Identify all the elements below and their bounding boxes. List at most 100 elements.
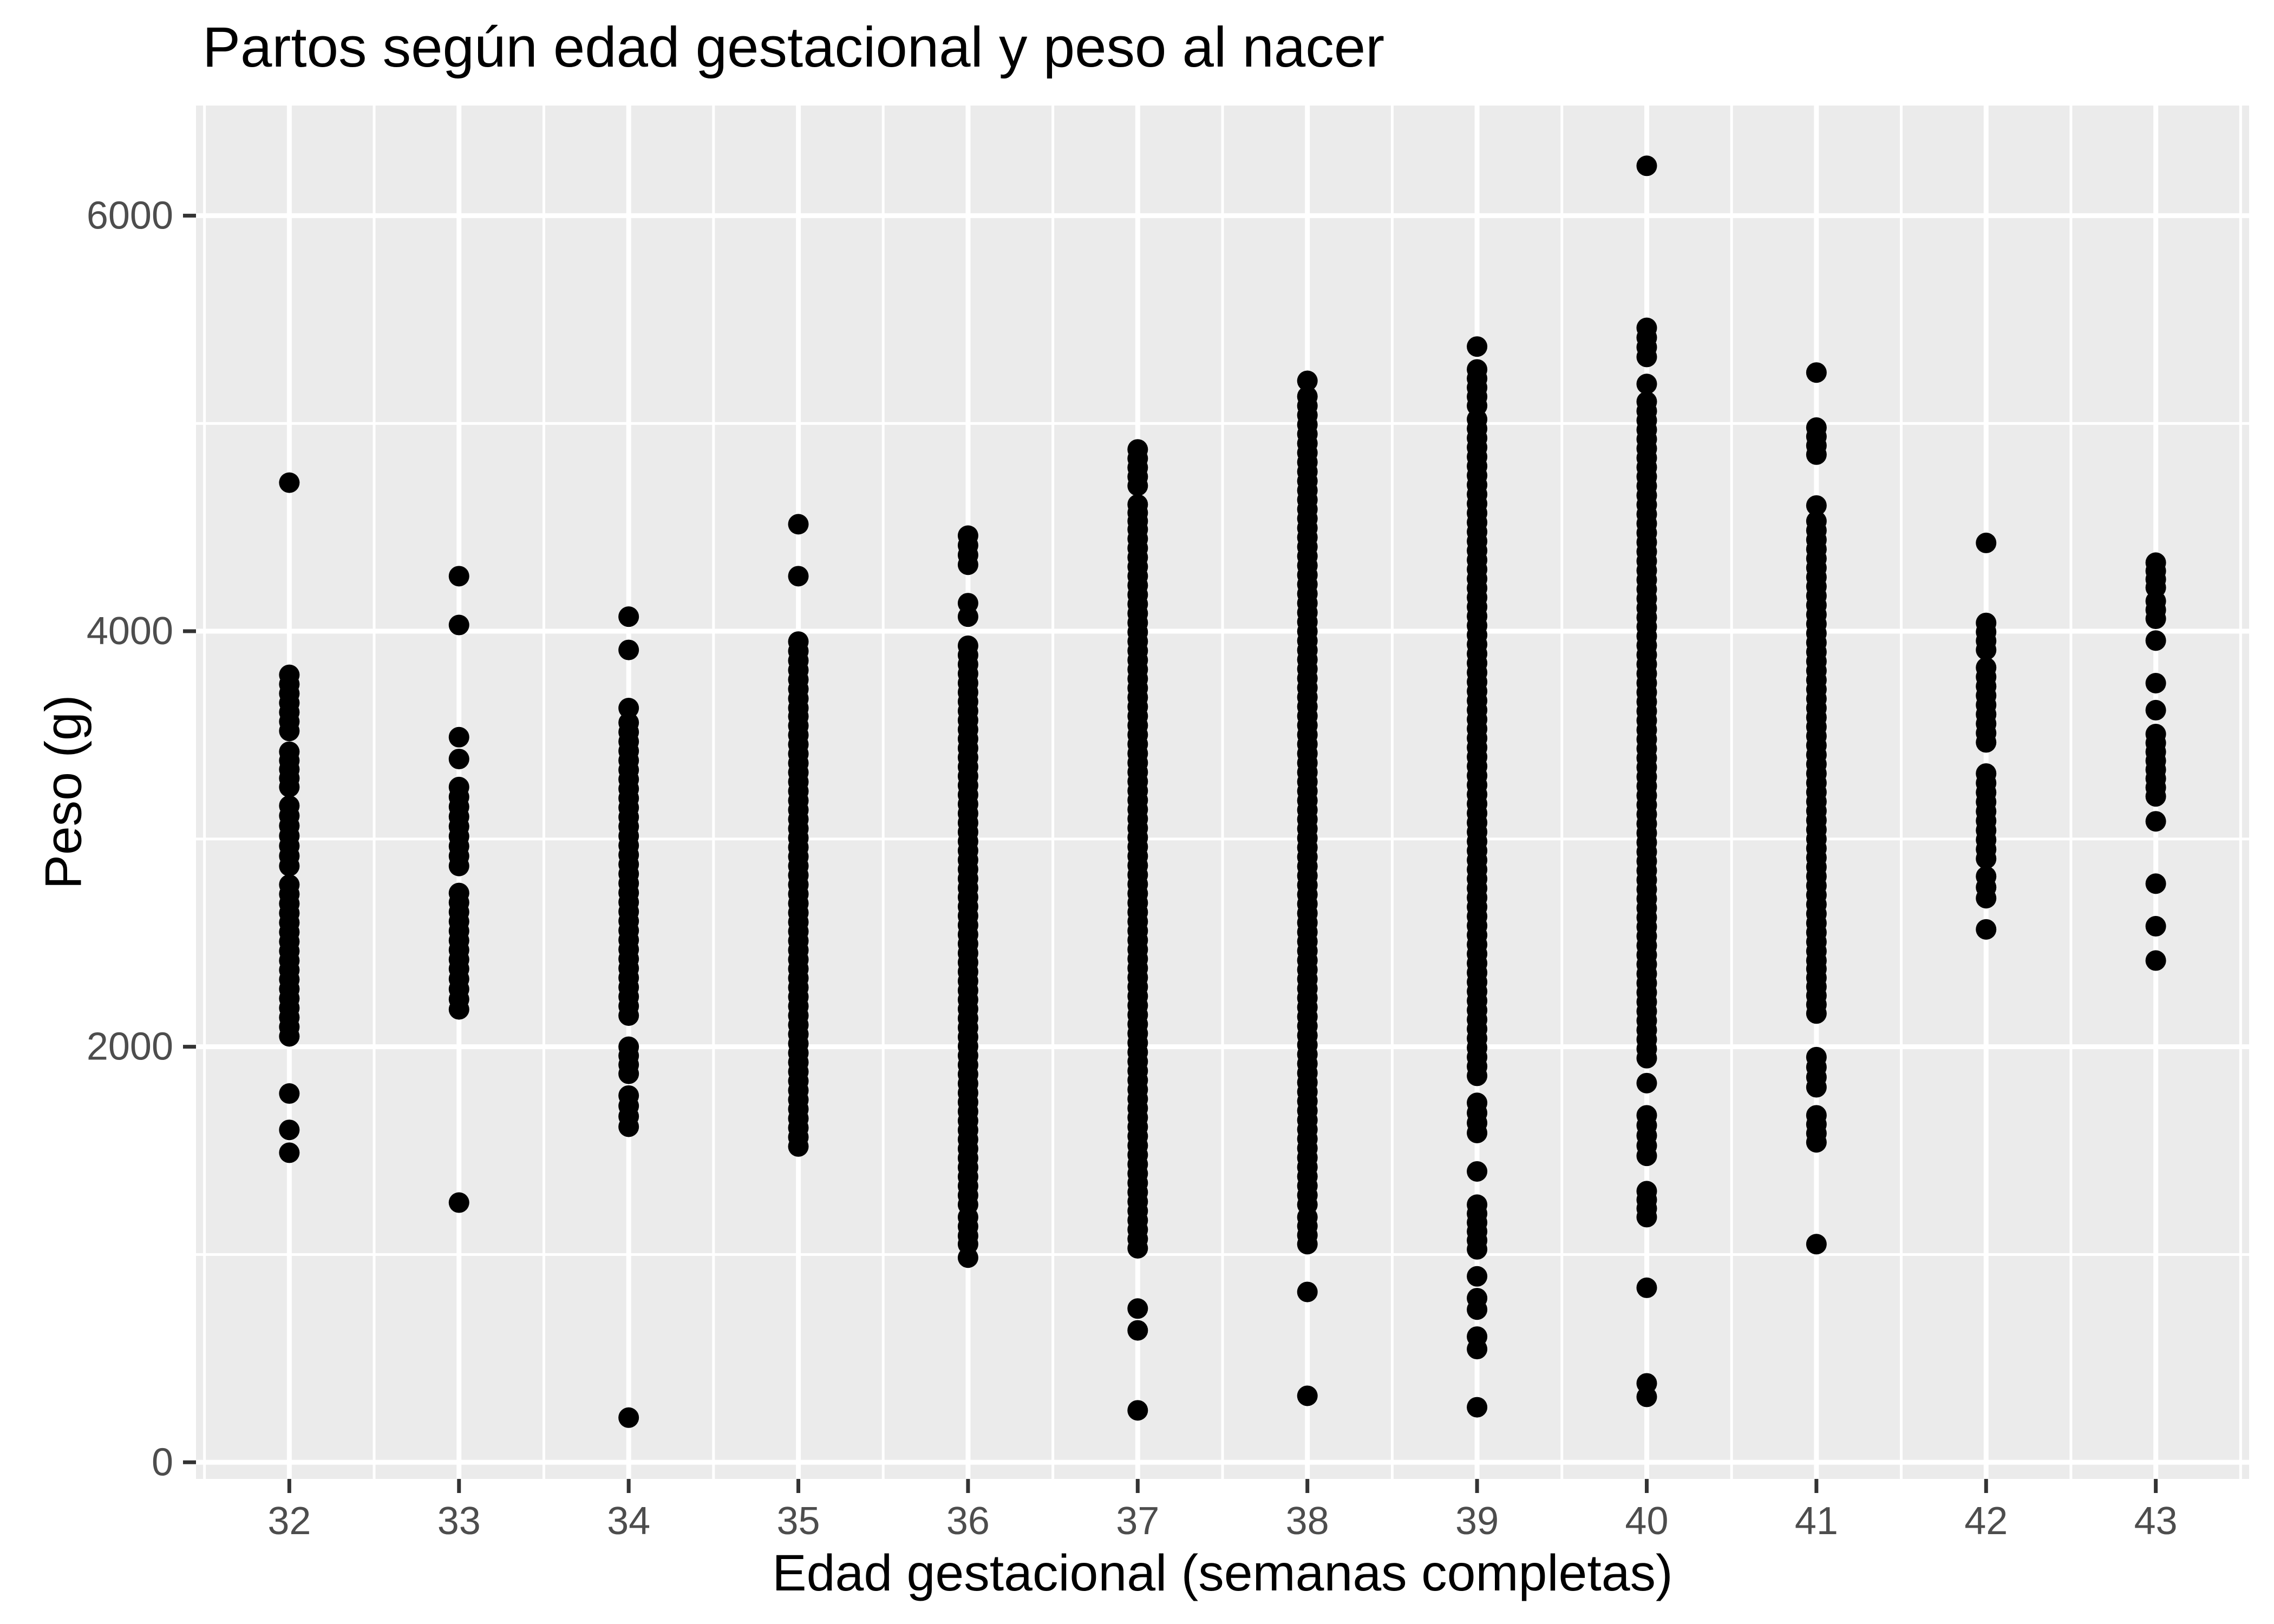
data-point	[1976, 532, 1997, 553]
x-tick-label: 38	[1286, 1499, 1329, 1543]
data-point	[1636, 1105, 1657, 1126]
y-tick-label: 4000	[87, 610, 173, 653]
data-point	[448, 726, 469, 748]
data-point	[1976, 919, 1997, 940]
data-point	[448, 614, 469, 636]
data-point	[957, 593, 978, 614]
x-tick-label: 36	[946, 1499, 990, 1543]
data-point	[788, 566, 809, 587]
y-axis-title: Peso (g)	[35, 695, 93, 889]
data-point	[1976, 866, 1997, 887]
data-point	[618, 712, 639, 733]
data-point	[1467, 409, 1488, 430]
data-point	[1806, 495, 1827, 516]
data-point	[1127, 1320, 1148, 1341]
y-tick-label: 0	[152, 1440, 173, 1484]
data-point	[1297, 1281, 1318, 1302]
data-point	[788, 514, 809, 535]
data-point	[448, 566, 469, 587]
x-axis-title: Edad gestacional (semanas completas)	[772, 1544, 1673, 1602]
data-point	[1127, 494, 1148, 515]
data-point	[1806, 958, 1827, 979]
data-point	[618, 698, 639, 719]
data-point	[1127, 519, 1148, 540]
data-point	[279, 741, 300, 762]
data-point	[1806, 417, 1827, 438]
data-point	[1806, 1105, 1827, 1126]
data-point	[279, 1142, 300, 1163]
data-point	[448, 1192, 469, 1213]
data-point	[448, 749, 469, 770]
data-point	[448, 882, 469, 903]
data-point	[1636, 317, 1657, 338]
data-point	[1467, 1194, 1488, 1215]
data-point	[1636, 1181, 1657, 1202]
data-point	[448, 958, 469, 979]
data-point	[1806, 1046, 1827, 1068]
data-point	[1636, 1277, 1657, 1298]
y-tick-label: 2000	[87, 1025, 173, 1069]
data-point	[957, 635, 978, 656]
data-point	[957, 525, 978, 546]
data-point	[279, 1119, 300, 1141]
data-point	[1636, 391, 1657, 412]
x-tick-label: 32	[267, 1499, 311, 1543]
data-point	[2145, 630, 2166, 651]
data-point	[2145, 699, 2166, 721]
data-point	[1467, 1266, 1488, 1287]
data-point	[279, 795, 300, 816]
data-point	[279, 1083, 300, 1104]
data-point	[788, 706, 809, 727]
data-point	[2145, 916, 2166, 937]
data-point	[618, 606, 639, 627]
data-point	[1127, 439, 1148, 460]
data-point	[1297, 1385, 1318, 1406]
data-point	[2145, 950, 2166, 971]
x-tick-label: 35	[776, 1499, 820, 1543]
x-tick-label: 39	[1455, 1499, 1499, 1543]
data-point	[279, 664, 300, 685]
x-tick-label: 40	[1625, 1499, 1668, 1543]
data-point	[1297, 1207, 1318, 1228]
data-point	[2145, 811, 2166, 832]
data-point	[1297, 386, 1318, 407]
data-point	[1467, 1397, 1488, 1418]
data-point	[618, 1036, 639, 1057]
data-point	[1976, 612, 1997, 633]
data-point	[1976, 657, 1997, 678]
data-point	[1127, 1298, 1148, 1319]
data-point	[1806, 362, 1827, 383]
data-point	[1467, 1161, 1488, 1182]
data-point	[1636, 155, 1657, 176]
data-point	[957, 1234, 978, 1255]
data-point	[1976, 763, 1997, 784]
data-point	[279, 472, 300, 493]
data-point	[2145, 724, 2166, 745]
data-point	[1636, 374, 1657, 395]
data-point	[1467, 336, 1488, 357]
data-point	[957, 1207, 978, 1228]
data-point	[2145, 591, 2166, 612]
x-tick-label: 37	[1116, 1499, 1159, 1543]
x-tick-label: 43	[2134, 1499, 2178, 1543]
data-point	[2145, 552, 2166, 573]
data-point	[788, 631, 809, 652]
data-point	[1636, 1072, 1657, 1093]
data-point	[618, 639, 639, 660]
data-point	[279, 874, 300, 895]
data-point	[1297, 370, 1318, 391]
data-point	[1467, 1339, 1488, 1360]
x-tick-label: 42	[1964, 1499, 2008, 1543]
data-point	[1636, 1386, 1657, 1407]
data-point	[1467, 1299, 1488, 1320]
x-tick-label: 41	[1795, 1499, 1838, 1543]
data-point	[2145, 873, 2166, 894]
plot-title: Partos según edad gestacional y peso al …	[202, 16, 1385, 79]
data-point	[1467, 1092, 1488, 1114]
data-point	[1127, 1400, 1148, 1421]
x-tick-label: 33	[437, 1499, 481, 1543]
data-point	[1467, 359, 1488, 380]
data-point	[618, 1085, 639, 1106]
data-point	[618, 1407, 639, 1428]
